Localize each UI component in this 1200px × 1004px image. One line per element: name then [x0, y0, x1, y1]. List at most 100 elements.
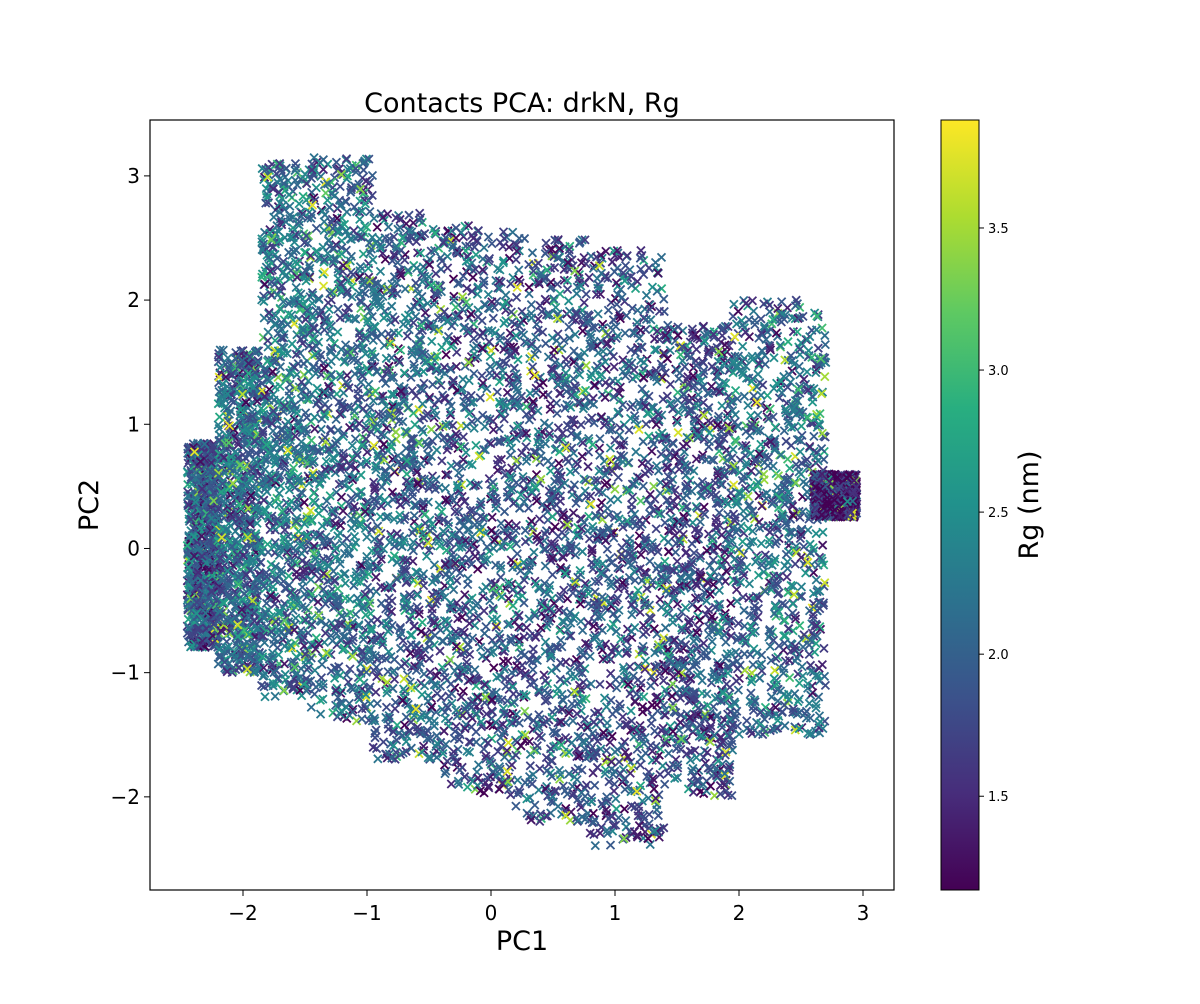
- scatter-point: [291, 245, 301, 255]
- scatter-point: [358, 165, 369, 175]
- scatter-point: [491, 560, 501, 570]
- scatter-point: [192, 597, 202, 607]
- scatter-point: [439, 726, 449, 736]
- scatter-point: [389, 674, 400, 684]
- scatter-point: [309, 488, 319, 498]
- scatter-point: [284, 571, 294, 581]
- scatter-point: [189, 447, 200, 457]
- scatter-point: [183, 491, 193, 501]
- scatter-point: [189, 551, 199, 561]
- scatter-point: [475, 393, 485, 403]
- scatter-point: [479, 628, 490, 639]
- scatter-point: [512, 549, 522, 559]
- scatter-point: [372, 698, 382, 709]
- scatter-point: [363, 263, 373, 273]
- scatter-point: [306, 702, 316, 712]
- scatter-point: [335, 181, 345, 192]
- scatter-point: [409, 621, 419, 631]
- scatter-point: [446, 779, 456, 789]
- scatter-point: [461, 421, 472, 431]
- scatter-point: [458, 374, 468, 384]
- scatter-point: [498, 241, 508, 252]
- scatter-point: [189, 532, 199, 542]
- scatter-point: [200, 439, 210, 449]
- scatter-point: [489, 663, 499, 673]
- scatter-point: [405, 630, 416, 640]
- scatter-point: [441, 350, 451, 360]
- scatter-point: [469, 343, 479, 353]
- scatter-point: [507, 317, 517, 327]
- scatter-point: [554, 458, 564, 468]
- scatter-point: [195, 575, 206, 585]
- scatter-point: [214, 412, 225, 422]
- scatter-point: [404, 210, 414, 220]
- scatter-point: [270, 691, 280, 701]
- scatter-point: [400, 255, 410, 265]
- scatter-point: [269, 212, 279, 222]
- scatter-point: [440, 483, 451, 494]
- scatter-point: [316, 404, 326, 414]
- scatter-point: [192, 624, 202, 634]
- scatter-point: [412, 602, 422, 612]
- scatter-point: [507, 760, 517, 770]
- scatter-point: [469, 368, 479, 379]
- scatter-point: [321, 188, 331, 198]
- scatter-point: [508, 601, 518, 611]
- scatter-point: [420, 518, 430, 528]
- scatter-point: [473, 564, 483, 574]
- scatter-point: [189, 553, 200, 563]
- scatter-point: [298, 358, 309, 369]
- scatter-point: [260, 279, 270, 289]
- scatter-point: [471, 440, 481, 451]
- scatter-point: [340, 578, 351, 588]
- scatter-point: [473, 305, 483, 315]
- scatter-point: [501, 290, 511, 300]
- scatter-point: [312, 383, 322, 393]
- scatter-point: [368, 255, 378, 265]
- scatter-point: [488, 425, 499, 435]
- scatter-point: [188, 630, 198, 640]
- scatter-point: [193, 567, 203, 577]
- scatter-point: [183, 549, 193, 559]
- scatter-point: [412, 590, 422, 600]
- scatter-point: [189, 596, 199, 606]
- scatter-point: [197, 487, 207, 497]
- scatter-point: [478, 410, 488, 420]
- scatter-point: [287, 339, 297, 349]
- scatter-point: [327, 377, 337, 387]
- scatter-point: [477, 371, 487, 381]
- scatter-point: [206, 587, 217, 597]
- scatter-point: [492, 387, 502, 397]
- scatter-point: [190, 497, 201, 507]
- scatter-point: [362, 532, 372, 542]
- scatter-point: [469, 423, 479, 433]
- scatter-point: [200, 608, 211, 618]
- scatter-point: [435, 646, 445, 656]
- scatter-point: [427, 336, 437, 346]
- scatter-point: [383, 222, 394, 232]
- scatter-point: [479, 606, 489, 616]
- scatter-point: [184, 500, 194, 510]
- scatter-point: [386, 353, 397, 363]
- scatter-point: [205, 506, 215, 517]
- scatter-point: [310, 424, 320, 434]
- scatter-point: [342, 533, 352, 544]
- scatter-point: [344, 422, 355, 433]
- scatter-point: [263, 327, 273, 337]
- scatter-point: [434, 500, 444, 510]
- scatter-point: [183, 487, 193, 497]
- scatter-point: [372, 222, 382, 232]
- scatter-point: [468, 603, 479, 614]
- scatter-point: [195, 641, 205, 651]
- scatter-point: [468, 272, 478, 283]
- scatter-point: [193, 570, 203, 580]
- scatter-point: [411, 391, 421, 401]
- scatter-point: [432, 445, 442, 455]
- scatter-point: [311, 223, 322, 234]
- scatter-point: [438, 636, 448, 646]
- scatter-point: [196, 531, 207, 541]
- scatter-point: [371, 687, 381, 697]
- scatter-point: [398, 636, 408, 646]
